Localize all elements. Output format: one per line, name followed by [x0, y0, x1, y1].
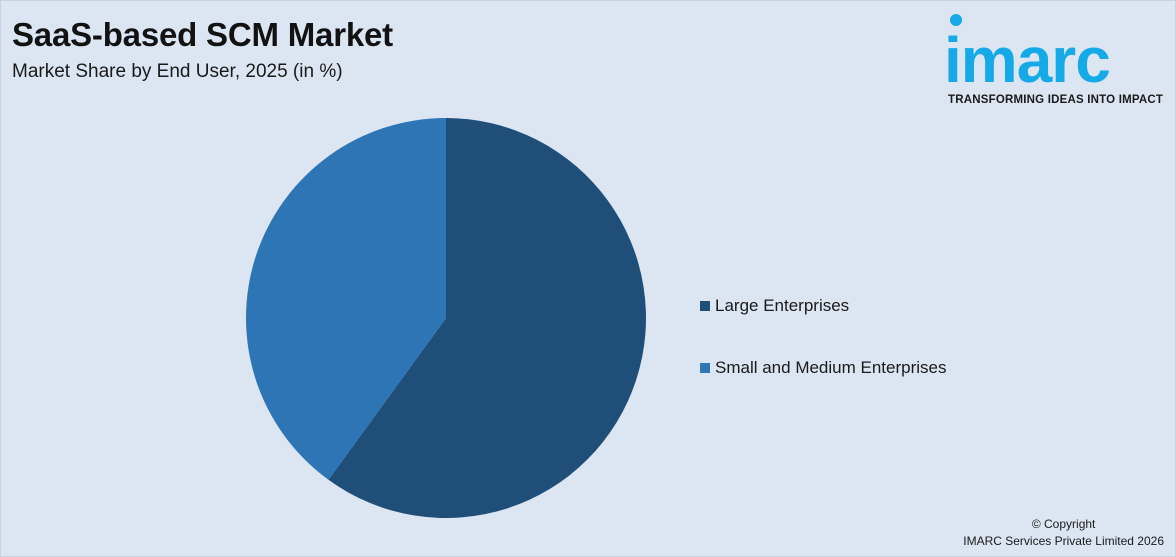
- legend-label-large-enterprises: Large Enterprises: [715, 296, 850, 315]
- legend-item-small-medium-enterprises: Small and Medium Enterprises: [700, 358, 946, 378]
- legend-swatch-large-enterprises: [700, 301, 710, 311]
- chart-title: SaaS-based SCM Market: [12, 16, 393, 53]
- logo-dot-icon: [950, 14, 962, 26]
- copyright-line-1: © Copyright: [1031, 517, 1096, 531]
- copyright-line-2: IMARC Services Private Limited 2026: [963, 534, 1164, 548]
- legend-label-small-medium-enterprises: Small and Medium Enterprises: [715, 358, 947, 377]
- chart-subtitle: Market Share by End User, 2025 (in %): [12, 61, 343, 82]
- pie-slice-large-enterprises: [328, 118, 646, 519]
- logo-wordmark: imarc: [944, 24, 1111, 96]
- legend-item-large-enterprises: Large Enterprises: [700, 296, 849, 316]
- pie-slice-small-and-medium-enterprises: [246, 117, 446, 480]
- logo-tagline: TRANSFORMING IDEAS INTO IMPACT: [948, 94, 1164, 106]
- imarc-logo: imarc TRANSFORMING IDEAS INTO IMPACT: [944, 10, 1170, 110]
- legend-swatch-small-medium-enterprises: [700, 363, 710, 373]
- copyright-notice: © Copyright IMARC Services Private Limit…: [963, 516, 1164, 550]
